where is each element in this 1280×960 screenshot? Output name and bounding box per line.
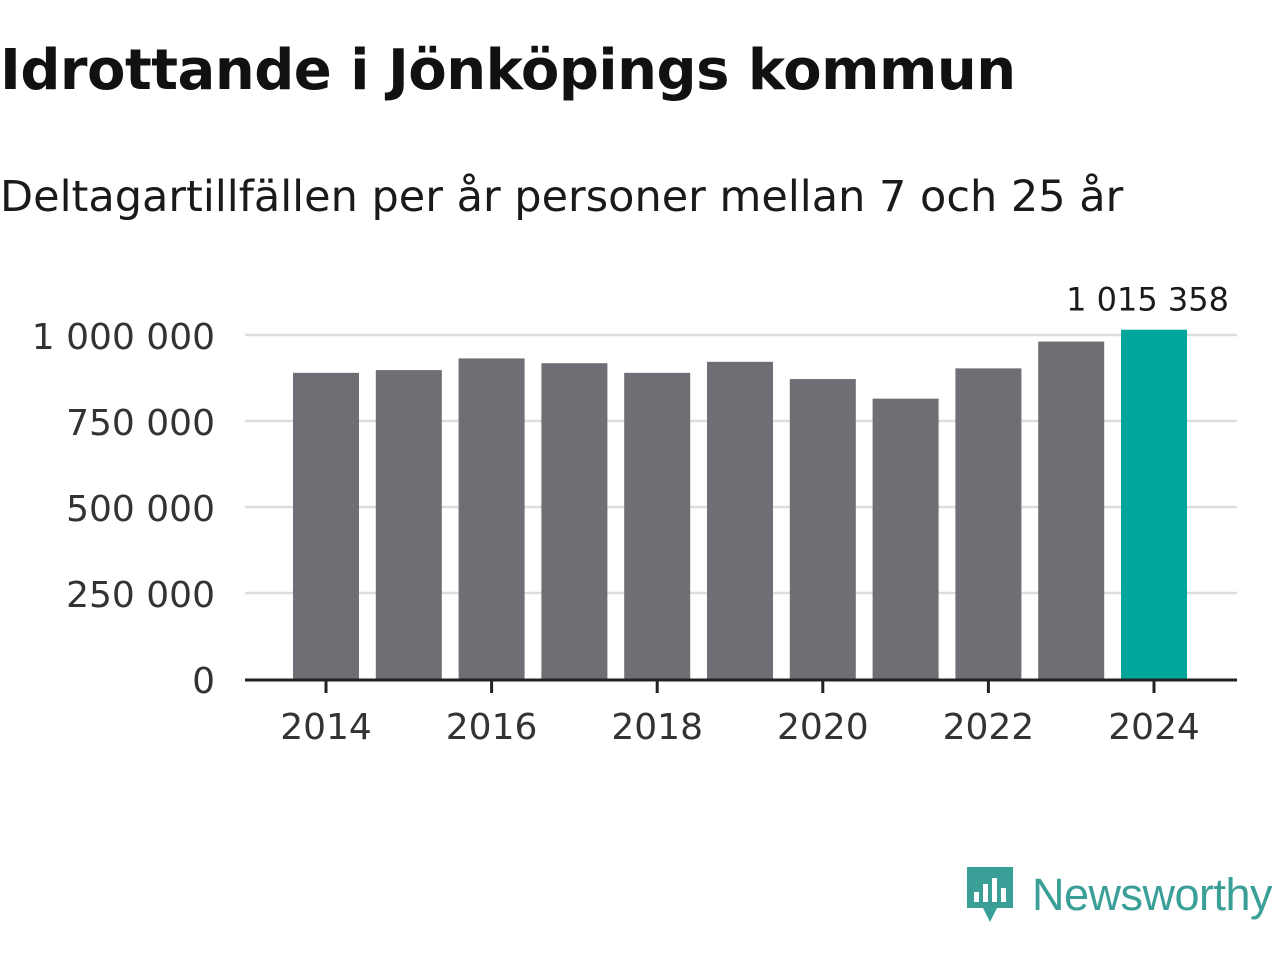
x-tick-label: 2016 <box>446 707 538 748</box>
y-tick-label: 1 000 000 <box>32 317 215 358</box>
y-tick-label: 250 000 <box>66 575 215 616</box>
x-tick-label: 2018 <box>611 707 703 748</box>
bar <box>955 368 1022 679</box>
bar <box>1121 329 1187 679</box>
y-tick-label: 750 000 <box>66 403 215 444</box>
newsworthy-logo-icon <box>967 867 1013 922</box>
brand-name: Newsworthy <box>1032 869 1273 920</box>
chart-subtitle: Deltagartillfällen per år personer mella… <box>0 172 1124 222</box>
y-tick-label: 0 <box>192 661 215 702</box>
bar <box>1038 341 1105 679</box>
y-tick-label: 500 000 <box>66 489 215 530</box>
bar <box>375 370 442 679</box>
chart-title: Idrottande i Jönköpings kommun <box>0 38 1016 103</box>
x-tick-label: 2022 <box>943 707 1035 748</box>
bar <box>541 363 608 679</box>
x-tick-label: 2020 <box>777 707 869 748</box>
bar <box>872 398 939 679</box>
bar <box>707 361 773 679</box>
data-label: 1 015 358 <box>1066 281 1229 319</box>
bar <box>293 372 359 679</box>
x-tick-label: 2024 <box>1108 707 1200 748</box>
bar-chart: 0 250 000 500 000 750 000 1 000 000 1 015 358… <box>32 281 1237 748</box>
x-tick-label: 2014 <box>280 707 372 748</box>
brand-logo: Newsworthy <box>964 864 1273 926</box>
bar <box>624 372 691 679</box>
bar <box>458 358 525 679</box>
bar <box>789 379 856 679</box>
